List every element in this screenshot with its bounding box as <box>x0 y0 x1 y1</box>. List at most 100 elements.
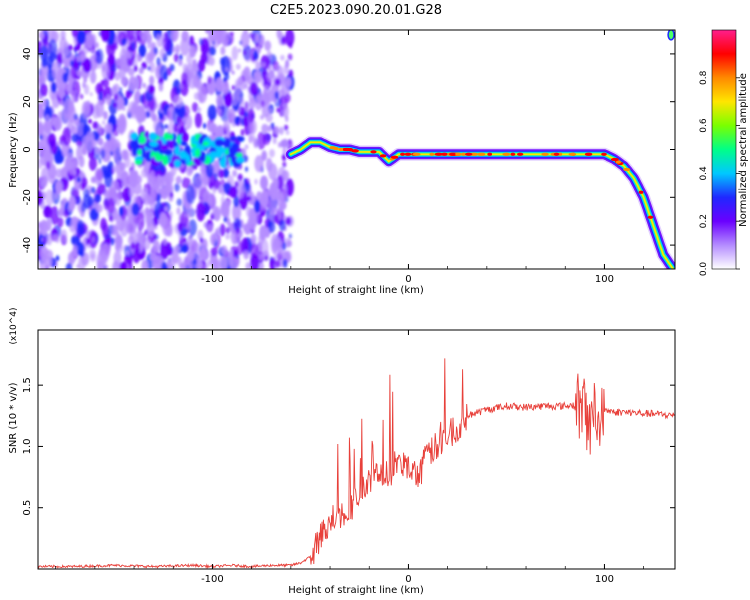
heatmap-cell <box>158 149 165 155</box>
heatmap-cell <box>108 136 118 152</box>
heatmap-cell <box>276 30 282 39</box>
heatmap-cell <box>154 181 161 190</box>
x-tick-label: 0 <box>405 574 411 585</box>
heatmap-cell <box>288 69 294 78</box>
heatmap-cells <box>38 30 675 269</box>
heatmap-cell <box>225 67 229 72</box>
heatmap-cell <box>63 208 70 218</box>
heatmap-cell <box>122 186 132 202</box>
heatmap-cell <box>130 242 136 250</box>
heatmap-cell <box>287 53 293 61</box>
heatmap-cell <box>176 48 180 55</box>
heatmap-cell <box>184 202 193 218</box>
heatmap-cell <box>163 132 171 141</box>
heatmap-cell <box>117 113 127 134</box>
heatmap-cell <box>135 30 143 40</box>
heatmap-cell <box>94 147 100 154</box>
heatmap-cell <box>138 67 144 75</box>
colorbar: 0.0 0.2 0.4 0.6 0.8 Normalized spectral ampl… <box>699 29 749 276</box>
heatmap-ridge-peak <box>502 152 511 156</box>
heatmap-ridge-peak <box>615 160 622 164</box>
heatmap-ridge-peak <box>379 154 387 158</box>
heatmap-cell <box>142 82 146 89</box>
heatmap-cell <box>158 112 164 120</box>
heatmap-ridge-peak <box>329 146 337 150</box>
heatmap-cell <box>278 126 284 135</box>
heatmap-cell <box>169 63 175 72</box>
heatmap-cell <box>244 101 250 111</box>
heatmap-cell <box>54 192 59 199</box>
heatmap-cell <box>153 118 161 133</box>
snr-line <box>38 358 675 569</box>
heatmap-cell <box>272 177 279 191</box>
snr-series <box>38 358 675 569</box>
heatmap-cell <box>81 54 86 62</box>
y-tick-label: -20 <box>22 189 33 205</box>
heatmap-cell <box>140 31 147 40</box>
heatmap-cell <box>102 78 110 88</box>
heatmap-cell <box>162 36 172 52</box>
heatmap-cell <box>201 141 210 146</box>
heatmap-cell <box>148 132 158 141</box>
heatmap-cell <box>113 83 120 92</box>
heatmap-cell <box>128 52 132 59</box>
heatmap-cell <box>167 248 173 256</box>
heatmap-cell <box>62 72 69 83</box>
heatmap-cell <box>117 187 122 193</box>
heatmap-cell <box>254 199 261 213</box>
heatmap-cell <box>207 75 212 85</box>
heatmap-cell <box>50 81 57 93</box>
heatmap-cell <box>244 166 249 172</box>
snr-x-ticks: -100 0 100 <box>55 330 644 585</box>
heatmap-cell <box>268 108 273 114</box>
heatmap-cell <box>126 250 130 256</box>
y-tick-label: 20 <box>22 95 33 108</box>
heatmap-cell <box>231 70 235 75</box>
heatmap-cell <box>78 255 86 269</box>
heatmap-cell <box>213 262 219 269</box>
heatmap-cell <box>221 81 230 96</box>
heatmap-cell <box>243 50 247 56</box>
snr-scale-label: (x10^4) <box>9 307 19 344</box>
heatmap-cell <box>285 30 295 47</box>
heatmap-cell <box>94 193 101 203</box>
heatmap-cell <box>240 30 250 49</box>
heatmap-cell <box>63 42 71 57</box>
heatmap-cell <box>178 59 183 67</box>
heatmap-cell <box>156 56 161 66</box>
heatmap-cell <box>177 222 183 232</box>
heatmap-cell <box>119 261 128 269</box>
heatmap-cell <box>81 100 90 119</box>
heatmap-cell <box>197 260 203 269</box>
snr-panel: -100 0 100 0.5 1.0 1.5 Height of straight li… <box>8 307 676 596</box>
heatmap-cell <box>41 179 47 187</box>
heatmap-cell <box>164 206 168 212</box>
heatmap-cell <box>227 108 236 122</box>
heatmap-cell <box>62 126 72 147</box>
heatmap-cell <box>159 48 166 58</box>
heatmap-cell <box>71 234 80 247</box>
heatmap-cell <box>89 92 93 97</box>
heatmap-cell <box>231 84 236 91</box>
heatmap-ridge-peak <box>516 152 524 156</box>
heatmap-cell <box>89 70 97 84</box>
spectrogram-x-ticks: -100 0 100 <box>55 30 644 285</box>
heatmap-ridge-peak <box>461 152 466 156</box>
heatmap-cell <box>199 94 203 101</box>
heatmap-cell <box>243 66 251 82</box>
heatmap-cell <box>134 159 143 165</box>
heatmap-cell <box>286 240 292 247</box>
heatmap-cell <box>65 262 73 269</box>
heatmap-cell <box>244 178 250 185</box>
heatmap-ridge-peak <box>553 152 560 156</box>
heatmap-cell <box>202 264 209 269</box>
heatmap-cell <box>126 30 135 41</box>
heatmap-cell <box>216 94 224 107</box>
heatmap-cell <box>259 114 265 120</box>
heatmap-cell <box>260 190 269 208</box>
heatmap-cell <box>254 155 264 173</box>
heatmap-cell <box>217 186 223 194</box>
heatmap-cell <box>119 86 123 93</box>
heatmap-cell <box>83 84 90 95</box>
